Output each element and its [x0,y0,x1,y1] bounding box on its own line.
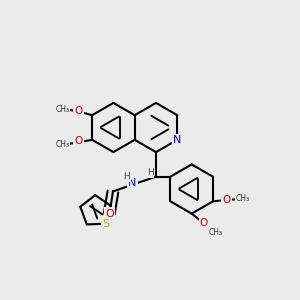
Text: CH₃: CH₃ [55,140,69,149]
Text: N: N [173,135,182,145]
Text: N: N [128,178,136,188]
Text: O: O [74,106,83,116]
Text: O: O [200,218,208,228]
Text: H: H [147,168,153,177]
Text: H: H [123,172,130,181]
Text: O: O [222,195,231,205]
Text: CH₃: CH₃ [55,105,69,113]
Text: O: O [74,136,83,146]
Text: O: O [105,208,114,219]
Text: CH₃: CH₃ [236,194,250,203]
Text: CH₃: CH₃ [208,228,222,237]
Text: S: S [102,219,109,229]
